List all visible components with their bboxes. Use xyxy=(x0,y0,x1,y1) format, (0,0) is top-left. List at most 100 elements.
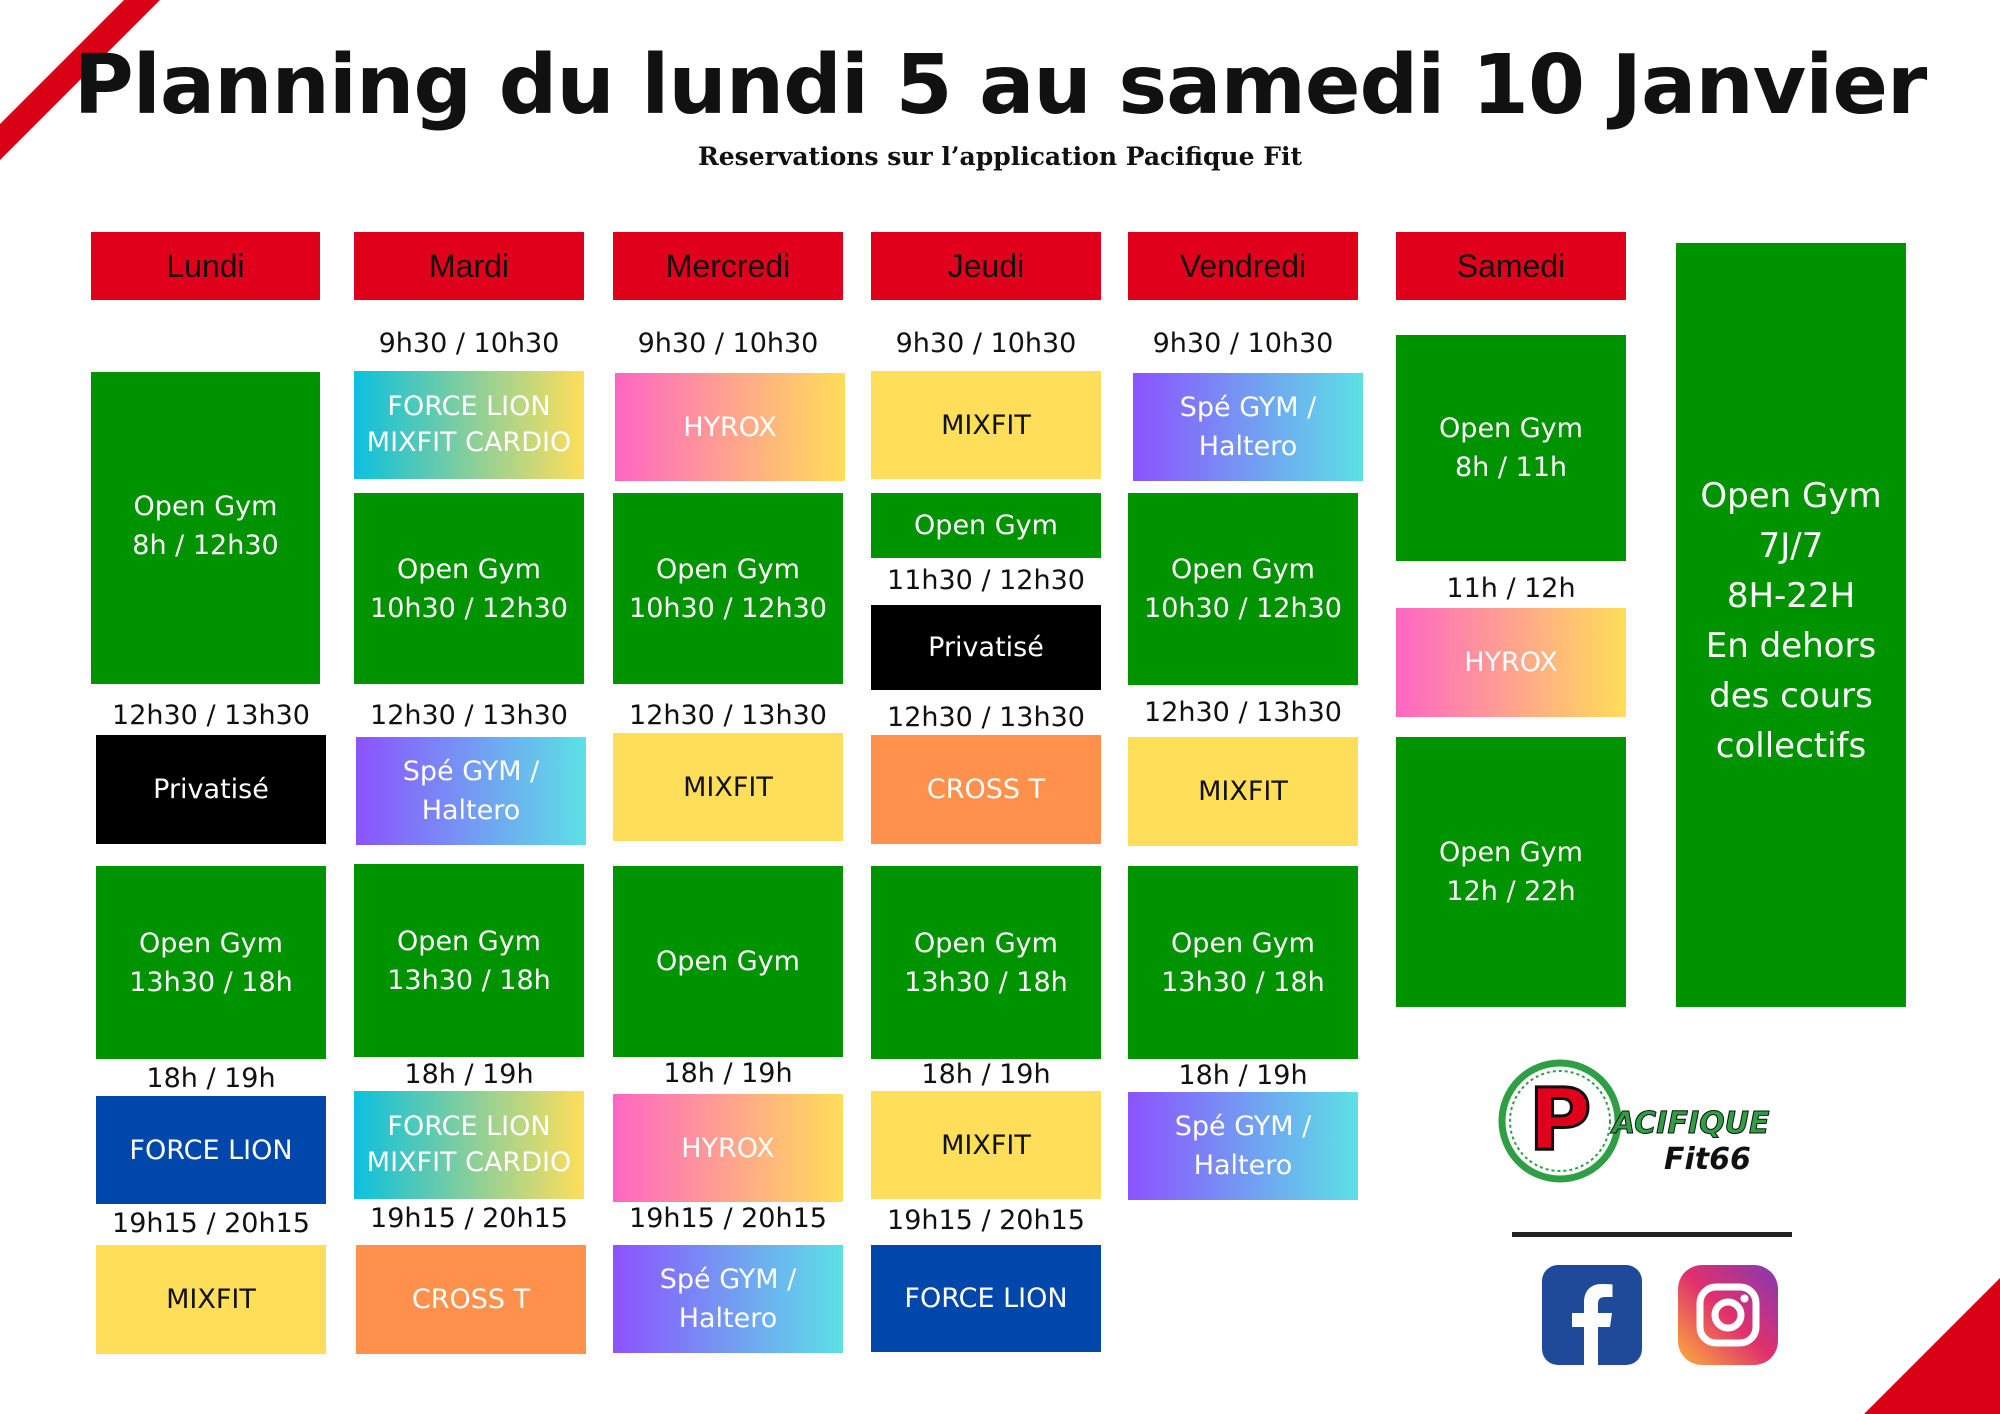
instagram-icon[interactable] xyxy=(1678,1265,1778,1365)
vendredi-open-gym-morning[interactable]: Open Gym 10h30 / 12h30 xyxy=(1128,493,1358,685)
mardi-open-gym-afternoon[interactable]: Open Gym 13h30 / 18h xyxy=(354,864,584,1057)
mercredi-open-gym-morning[interactable]: Open Gym 10h30 / 12h30 xyxy=(613,493,843,684)
mercredi-time-18: 18h / 19h xyxy=(663,1058,793,1089)
class-name: Spé GYM / xyxy=(659,1264,797,1295)
mardi-time-1230: 12h30 / 13h30 xyxy=(370,700,568,731)
lundi-time-1915: 19h15 / 20h15 xyxy=(112,1208,310,1239)
class-name: Open Gym xyxy=(1439,413,1583,444)
mardi-force-lion-mixfit-cardio[interactable]: FORCE LION MIXFIT CARDIO xyxy=(354,371,584,479)
class-time: 13h30 / 18h xyxy=(904,966,1068,998)
class-name: Open Gym xyxy=(397,925,541,957)
day-header-mercredi: Mercredi xyxy=(613,232,843,300)
day-header-lundi: Lundi xyxy=(91,232,320,300)
corner-stripe-top-left xyxy=(0,0,160,160)
class-name: Privatisé xyxy=(153,774,269,805)
class-name: Open Gym xyxy=(397,553,541,585)
class-name: Open Gym xyxy=(656,553,800,585)
mardi-time-1915: 19h15 / 20h15 xyxy=(370,1203,568,1234)
lundi-force-lion[interactable]: FORCE LION xyxy=(96,1096,326,1204)
mardi-spe-gym[interactable]: Spé GYM / Haltero xyxy=(356,737,586,845)
samedi-hyrox[interactable]: HYROX xyxy=(1396,608,1626,717)
class-time: 13h30 / 18h xyxy=(129,966,293,998)
class-name: CROSS T xyxy=(411,1284,531,1315)
vendredi-time-1230: 12h30 / 13h30 xyxy=(1144,697,1342,728)
day-header-mardi: Mardi xyxy=(354,232,584,300)
jeudi-time-1130: 11h30 / 12h30 xyxy=(887,565,1085,596)
class-name: Open Gym xyxy=(139,927,283,959)
mercredi-spe-gym[interactable]: Spé GYM / Haltero xyxy=(613,1245,843,1353)
open-gym-info-box: Open Gym 7J/7 8H-22H En dehors des cours… xyxy=(1676,243,1906,1007)
class-name: Spé GYM / xyxy=(1179,392,1317,423)
lundi-open-gym-morning[interactable]: Open Gym 8h / 12h30 xyxy=(91,372,320,684)
class-time: 10h30 / 12h30 xyxy=(629,592,827,624)
class-name: Privatisé xyxy=(928,632,1044,663)
class-name: FORCE LION xyxy=(904,1283,1068,1314)
class-time: 10h30 / 12h30 xyxy=(370,592,568,624)
samedi-open-gym-morning[interactable]: Open Gym 8h / 11h xyxy=(1396,335,1626,561)
lundi-privatise[interactable]: Privatisé xyxy=(96,735,326,844)
jeudi-open-gym-morning[interactable]: Open Gym xyxy=(871,493,1101,558)
jeudi-cross-t[interactable]: CROSS T xyxy=(871,735,1101,844)
day-header-vendredi: Vendredi xyxy=(1128,232,1358,300)
class-name-2: MIXFIT CARDIO xyxy=(366,1147,572,1178)
class-name: MIXFIT xyxy=(941,1129,1031,1161)
class-time: 10h30 / 12h30 xyxy=(1144,593,1342,624)
jeudi-open-gym-afternoon[interactable]: Open Gym 13h30 / 18h xyxy=(871,866,1101,1059)
jeudi-time-1915: 19h15 / 20h15 xyxy=(887,1205,1085,1236)
class-name-2: Haltero xyxy=(1198,431,1298,462)
class-time: 8h / 12h30 xyxy=(132,530,279,561)
lundi-mixfit[interactable]: MIXFIT xyxy=(96,1245,326,1354)
class-name: FORCE LION xyxy=(387,391,551,422)
mercredi-open-gym-afternoon[interactable]: Open Gym xyxy=(613,866,843,1057)
pacifique-fit-logo: P ACIFIQUE Fit66 xyxy=(1498,1059,1770,1183)
class-name: HYROX xyxy=(1464,647,1558,678)
jeudi-time-0930: 9h30 / 10h30 xyxy=(895,328,1077,359)
class-name: FORCE LION xyxy=(129,1134,293,1166)
vendredi-mixfit[interactable]: MIXFIT xyxy=(1128,737,1358,846)
class-time: 13h30 / 18h xyxy=(1161,966,1325,998)
vendredi-open-gym-afternoon[interactable]: Open Gym 13h30 / 18h xyxy=(1128,866,1358,1059)
mardi-cross-t[interactable]: CROSS T xyxy=(356,1245,586,1354)
mercredi-hyrox[interactable]: HYROX xyxy=(615,373,845,481)
corner-stripe-bottom-right xyxy=(1864,1278,2000,1414)
mercredi-time-1915: 19h15 / 20h15 xyxy=(629,1203,827,1234)
mercredi-time-0930: 9h30 / 10h30 xyxy=(637,328,819,359)
mercredi-hyrox-evening[interactable]: HYROX xyxy=(613,1094,843,1202)
class-time: 12h / 22h xyxy=(1446,876,1576,907)
day-header-jeudi: Jeudi xyxy=(871,232,1101,300)
class-name: Spé GYM / xyxy=(1174,1111,1312,1142)
jeudi-force-lion[interactable]: FORCE LION xyxy=(871,1245,1101,1352)
samedi-open-gym-afternoon[interactable]: Open Gym 12h / 22h xyxy=(1396,737,1626,1007)
jeudi-mixfit-evening[interactable]: MIXFIT xyxy=(871,1091,1101,1199)
mardi-open-gym-morning[interactable]: Open Gym 10h30 / 12h30 xyxy=(354,493,584,684)
class-name-2: Haltero xyxy=(421,795,521,826)
class-name: Open Gym xyxy=(1439,837,1583,868)
jeudi-privatise[interactable]: Privatisé xyxy=(871,605,1101,690)
mercredi-mixfit[interactable]: MIXFIT xyxy=(613,733,843,841)
info-line-4: En dehors xyxy=(1705,626,1877,666)
class-name: Open Gym xyxy=(1171,554,1315,585)
class-name: Spé GYM / xyxy=(402,756,540,787)
class-name: Open Gym xyxy=(914,927,1058,959)
class-time: 8h / 11h xyxy=(1454,452,1568,483)
class-name: HYROX xyxy=(683,411,777,443)
mercredi-time-1230: 12h30 / 13h30 xyxy=(629,700,827,731)
class-name: MIXFIT xyxy=(1198,776,1288,807)
samedi-time-11: 11h / 12h xyxy=(1446,573,1576,604)
class-name: Open Gym xyxy=(656,946,800,977)
mardi-force-lion-mixfit-cardio-evening[interactable]: FORCE LION MIXFIT CARDIO xyxy=(354,1091,584,1199)
vendredi-spe-gym-evening[interactable]: Spé GYM / Haltero xyxy=(1128,1092,1358,1200)
facebook-icon[interactable] xyxy=(1542,1265,1642,1365)
class-time: 13h30 / 18h xyxy=(387,964,551,996)
page-subtitle: Reservations sur l’application Pacifique… xyxy=(697,142,1303,171)
lundi-time-1230: 12h30 / 13h30 xyxy=(112,700,310,731)
jeudi-mixfit[interactable]: MIXFIT xyxy=(871,371,1101,479)
vendredi-time-18: 18h / 19h xyxy=(1178,1060,1308,1091)
class-name: Open Gym xyxy=(1171,927,1315,959)
class-name: CROSS T xyxy=(926,774,1046,805)
vendredi-spe-gym[interactable]: Spé GYM / Haltero xyxy=(1133,373,1363,481)
info-line-5: des cours xyxy=(1709,676,1873,716)
jeudi-time-18: 18h / 19h xyxy=(921,1059,1051,1090)
info-line-3: 8H-22H xyxy=(1726,576,1856,616)
lundi-open-gym-afternoon[interactable]: Open Gym 13h30 / 18h xyxy=(96,866,326,1059)
